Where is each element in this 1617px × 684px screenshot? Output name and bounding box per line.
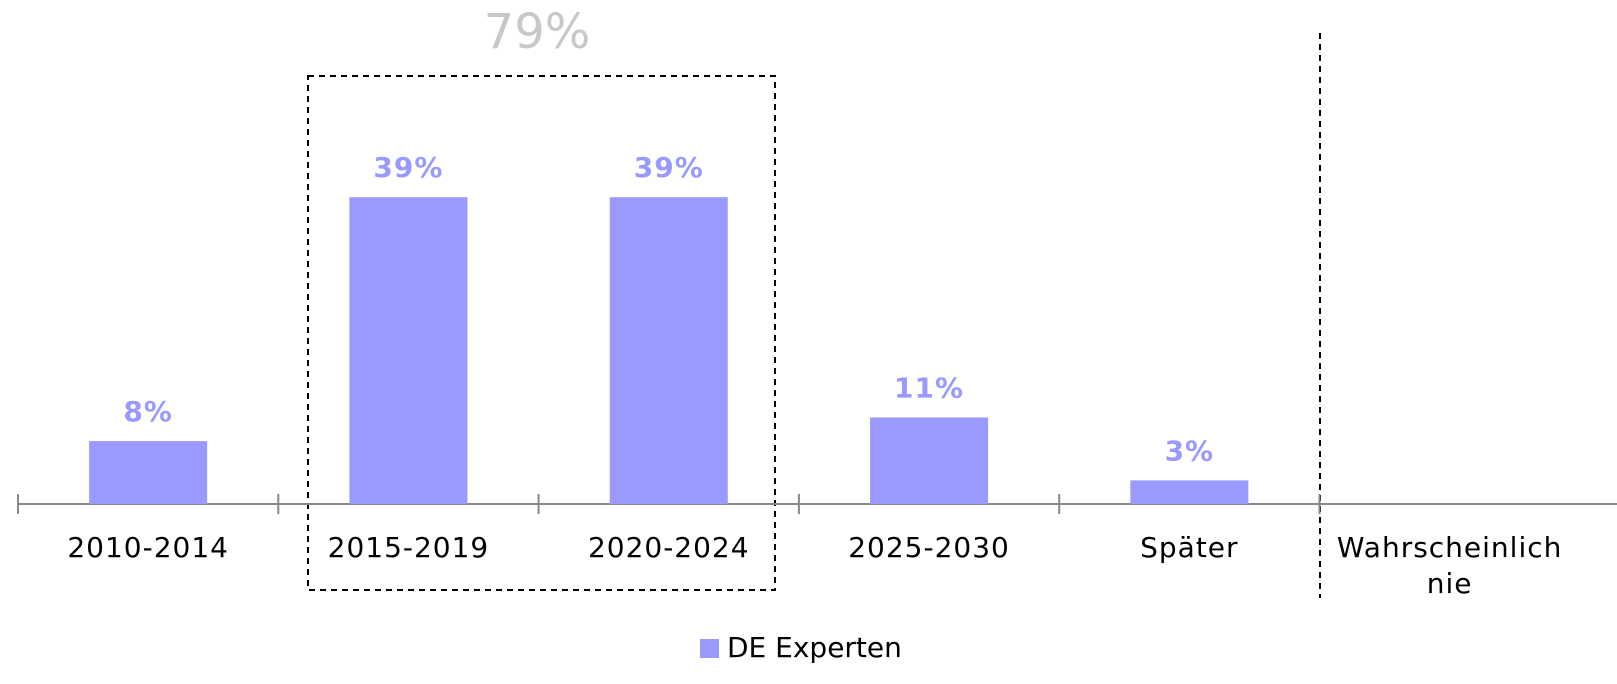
legend-swatch <box>700 639 719 658</box>
x-tick-label: 2010-2014 <box>67 531 229 564</box>
bar <box>89 441 208 504</box>
legend-label: DE Experten <box>727 631 902 664</box>
x-tick-label: 2015-2019 <box>327 531 490 564</box>
x-tick-label: Wahrscheinlich nie <box>1336 531 1563 600</box>
annotation: 79% <box>484 4 591 60</box>
bar <box>1130 480 1249 504</box>
bar <box>349 197 468 504</box>
value-label: 39% <box>373 151 443 184</box>
group-box <box>307 75 776 591</box>
bar <box>609 197 728 504</box>
value-label: 11% <box>894 371 964 404</box>
value-label: 39% <box>634 151 704 184</box>
bar <box>870 417 989 504</box>
x-tick-label: 2025-2030 <box>848 531 1010 564</box>
x-tick-label: 2020-2024 <box>587 531 750 564</box>
value-label: 3% <box>1165 434 1215 467</box>
x-tick-label: Später <box>1140 531 1239 564</box>
value-label: 8% <box>123 395 173 428</box>
